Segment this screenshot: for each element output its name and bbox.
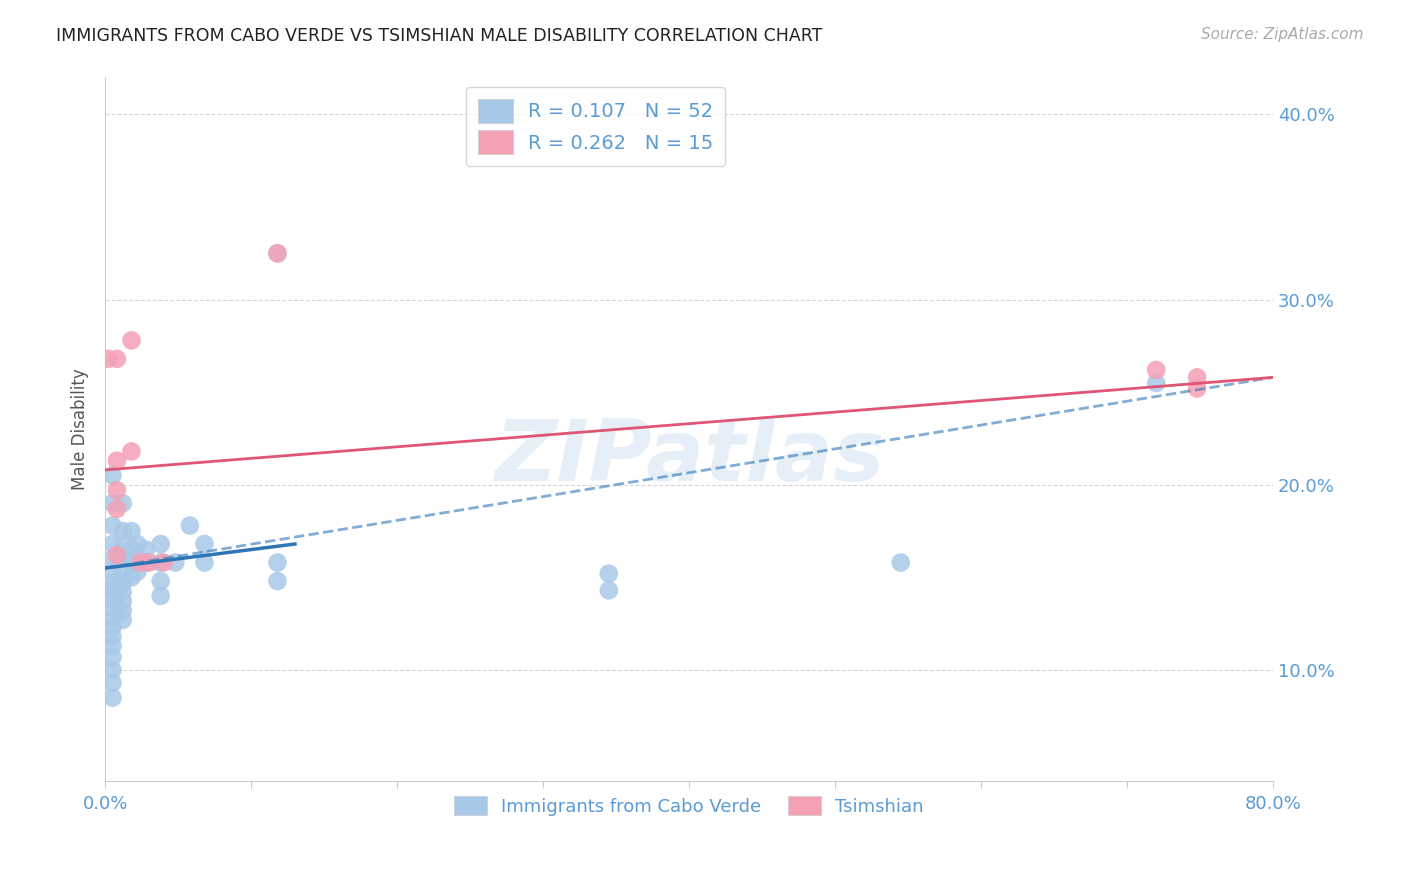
Point — [101, 663, 124, 677]
Point — [266, 246, 288, 260]
Text: ZIPatlas: ZIPatlas — [494, 416, 884, 499]
Point — [101, 620, 124, 634]
Point — [1185, 382, 1208, 396]
Point — [105, 501, 128, 516]
Y-axis label: Male Disability: Male Disability — [72, 368, 89, 490]
Point — [111, 524, 134, 538]
Point — [101, 676, 124, 690]
Point — [149, 556, 172, 570]
Point — [149, 574, 172, 588]
Point — [135, 542, 157, 557]
Point — [135, 556, 157, 570]
Point — [1144, 363, 1167, 377]
Point — [1185, 370, 1208, 384]
Point — [105, 453, 128, 467]
Point — [101, 611, 124, 625]
Point — [121, 334, 143, 348]
Point — [111, 551, 134, 566]
Point — [121, 524, 143, 538]
Point — [111, 594, 134, 608]
Point — [121, 444, 143, 458]
Point — [121, 570, 143, 584]
Point — [105, 483, 128, 498]
Point — [127, 537, 149, 551]
Point — [111, 496, 134, 510]
Point — [101, 565, 124, 579]
Text: Source: ZipAtlas.com: Source: ZipAtlas.com — [1201, 27, 1364, 42]
Point — [111, 565, 134, 579]
Point — [101, 592, 124, 607]
Point — [121, 542, 143, 557]
Point — [101, 690, 124, 705]
Point — [111, 537, 134, 551]
Point — [101, 551, 124, 566]
Point — [101, 537, 124, 551]
Point — [1144, 376, 1167, 390]
Point — [193, 556, 215, 570]
Point — [101, 518, 124, 533]
Point — [149, 589, 172, 603]
Text: IMMIGRANTS FROM CABO VERDE VS TSIMSHIAN MALE DISABILITY CORRELATION CHART: IMMIGRANTS FROM CABO VERDE VS TSIMSHIAN … — [56, 27, 823, 45]
Point — [127, 565, 149, 579]
Point — [598, 566, 620, 581]
Point — [101, 639, 124, 653]
Point — [101, 575, 124, 590]
Point — [266, 556, 288, 570]
Point — [129, 556, 152, 570]
Point — [138, 556, 160, 570]
Point — [101, 630, 124, 644]
Legend: Immigrants from Cabo Verde, Tsimshian: Immigrants from Cabo Verde, Tsimshian — [446, 788, 934, 825]
Point — [266, 574, 288, 588]
Point — [111, 613, 134, 627]
Point — [101, 649, 124, 664]
Point — [101, 468, 124, 483]
Point — [165, 556, 187, 570]
Point — [105, 548, 128, 562]
Point — [101, 496, 124, 510]
Point — [105, 351, 128, 366]
Point — [101, 602, 124, 616]
Point — [266, 246, 288, 260]
Point — [149, 537, 172, 551]
Point — [152, 556, 174, 570]
Point — [97, 351, 120, 366]
Point — [111, 575, 134, 590]
Point — [179, 518, 201, 533]
Point — [121, 556, 143, 570]
Point — [598, 583, 620, 598]
Point — [890, 556, 912, 570]
Point — [101, 583, 124, 598]
Point — [111, 585, 134, 599]
Point — [193, 537, 215, 551]
Point — [127, 551, 149, 566]
Point — [111, 604, 134, 618]
